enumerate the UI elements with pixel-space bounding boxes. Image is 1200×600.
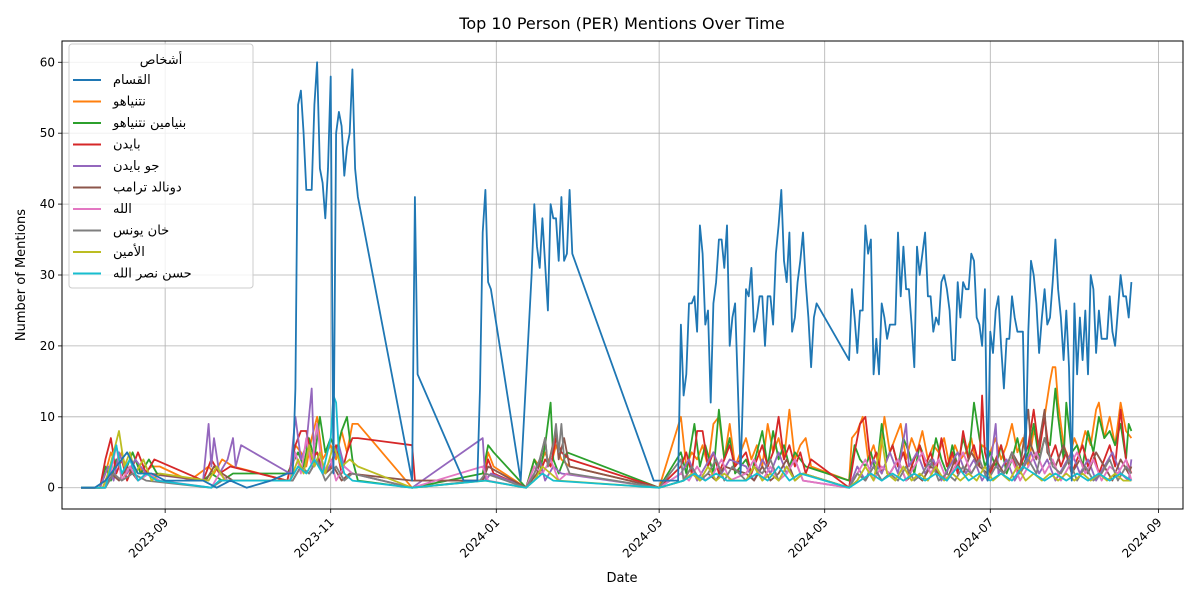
legend-label-7: الله — [113, 202, 132, 217]
legend-label-8: خان يونس — [113, 224, 169, 239]
y-tick-label: 60 — [40, 55, 55, 69]
series-line-4 — [81, 394, 1133, 489]
legend-box — [68, 43, 254, 289]
series-lines — [81, 61, 1133, 489]
x-axis-label: Date — [606, 571, 637, 586]
series-line-1 — [81, 61, 1133, 489]
y-axis-label: Number of Mentions — [14, 209, 29, 341]
legend-title: أشخاص — [140, 51, 183, 68]
y-tick-label: 10 — [40, 410, 55, 424]
legend-label-5: جو بايدن — [113, 159, 159, 174]
y-tick-label: 40 — [40, 197, 55, 211]
chart-title: Top 10 Person (PER) Mentions Over Time — [458, 14, 784, 33]
legend-items: القسام نتنياهو بنيامين نتنياهو بايدن جو بايد… — [73, 73, 192, 282]
y-axis-ticks: 0 10 20 30 40 50 60 — [40, 55, 62, 495]
legend-label-4: بايدن — [113, 138, 141, 153]
legend-label-6: دونالد ترامب — [113, 181, 182, 196]
legend-label-2: نتنياهو — [112, 95, 146, 110]
y-tick-label: 30 — [40, 268, 55, 282]
series-line-3 — [81, 387, 1133, 489]
legend-label-10: حسن نصر الله — [113, 267, 192, 282]
legend: أشخاص القسام نتنياهو بنيامين نتنياهو بايدن ج… — [68, 43, 254, 289]
y-tick-label: 0 — [47, 481, 55, 495]
series-line-8 — [81, 422, 1133, 489]
y-tick-label: 50 — [40, 126, 55, 140]
legend-label-9: الأمين — [113, 243, 145, 260]
legend-label-3: بنيامين نتنياهو — [112, 116, 186, 131]
series-line-5 — [81, 387, 1133, 489]
y-tick-label: 20 — [40, 339, 55, 353]
series-line-10 — [81, 394, 1132, 489]
legend-label-1: القسام — [113, 73, 151, 88]
